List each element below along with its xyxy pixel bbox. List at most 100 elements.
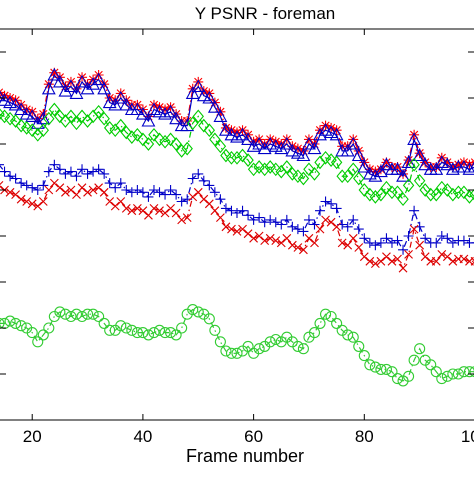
data-point-marker <box>348 233 358 243</box>
data-point-marker <box>126 324 138 336</box>
data-point-marker <box>170 329 182 341</box>
data-point-marker <box>470 242 474 244</box>
data-point-marker <box>176 322 188 334</box>
data-point-marker <box>463 366 474 378</box>
data-point-marker <box>32 185 43 195</box>
data-point-marker <box>353 145 364 156</box>
data-point-marker <box>158 106 172 120</box>
data-point-marker <box>412 148 427 162</box>
data-point-marker <box>397 192 409 207</box>
data-point-marker <box>126 130 138 144</box>
data-point-marker <box>380 180 393 195</box>
data-point-marker <box>276 139 287 149</box>
data-point-marker <box>364 237 375 248</box>
data-point-marker <box>408 157 420 172</box>
data-point-marker <box>70 116 83 131</box>
data-point-marker <box>248 136 259 147</box>
data-point-marker <box>458 366 470 378</box>
data-point-marker <box>326 198 337 209</box>
data-point-marker <box>148 327 160 339</box>
data-point-marker <box>331 125 342 136</box>
data-point-marker <box>120 322 132 334</box>
data-point-marker <box>220 345 232 357</box>
data-point-marker <box>353 171 365 186</box>
data-point-marker <box>357 159 372 173</box>
data-point-marker <box>368 169 383 182</box>
data-point-marker <box>196 88 211 102</box>
data-point-marker <box>308 167 321 181</box>
data-point-marker <box>326 122 337 133</box>
data-point-marker <box>192 306 204 318</box>
data-point-marker <box>93 70 104 80</box>
data-point-marker <box>99 168 110 179</box>
series-1 <box>0 67 474 182</box>
data-point-marker <box>382 252 391 262</box>
data-point-marker <box>391 373 404 385</box>
data-point-marker <box>264 336 276 348</box>
data-point-marker <box>358 183 371 197</box>
data-point-marker <box>82 308 94 320</box>
data-point-marker <box>47 67 62 81</box>
data-point-marker <box>393 254 402 264</box>
data-point-marker <box>354 243 364 252</box>
data-point-marker <box>320 308 332 320</box>
data-point-marker <box>292 143 303 154</box>
data-point-marker <box>209 132 221 147</box>
data-point-marker <box>83 187 92 197</box>
data-point-marker <box>409 129 420 140</box>
data-point-marker <box>102 95 117 109</box>
data-point-marker <box>126 99 137 110</box>
data-point-marker <box>370 259 380 268</box>
data-point-marker <box>227 224 236 234</box>
data-point-marker <box>104 178 115 189</box>
data-point-marker <box>420 233 431 244</box>
data-point-marker <box>77 164 88 175</box>
data-point-marker <box>153 324 166 336</box>
data-point-marker <box>418 157 433 171</box>
data-point-marker <box>49 159 60 170</box>
data-point-marker <box>287 221 298 232</box>
data-point-marker <box>402 178 415 193</box>
data-point-marker <box>202 90 217 104</box>
data-point-marker <box>116 197 126 206</box>
data-point-marker <box>169 111 184 125</box>
data-point-marker <box>463 190 474 204</box>
data-point-marker <box>119 97 134 111</box>
data-point-marker <box>27 199 37 209</box>
data-point-marker <box>343 240 353 250</box>
data-point-marker <box>309 219 320 230</box>
data-point-marker <box>21 180 32 191</box>
data-point-marker <box>387 256 397 266</box>
data-point-marker <box>320 120 331 131</box>
data-point-marker <box>287 240 297 250</box>
data-point-marker <box>348 214 359 225</box>
data-point-marker <box>87 109 99 124</box>
data-point-marker <box>154 187 165 198</box>
data-point-marker <box>308 327 321 339</box>
data-point-marker <box>209 187 220 198</box>
data-point-marker <box>0 181 4 190</box>
series-5 <box>0 304 474 387</box>
data-point-marker <box>175 144 188 158</box>
data-point-marker <box>392 235 403 246</box>
data-point-marker <box>113 90 128 104</box>
data-point-marker <box>27 182 38 193</box>
data-point-marker <box>297 343 309 355</box>
data-point-marker <box>252 136 267 150</box>
series-layer <box>0 67 474 387</box>
data-point-marker <box>93 310 105 323</box>
data-point-marker <box>26 123 38 138</box>
data-point-marker <box>126 187 137 198</box>
data-point-marker <box>226 125 237 136</box>
data-point-marker <box>293 243 303 252</box>
data-point-marker <box>287 141 298 152</box>
data-point-marker <box>430 366 442 378</box>
data-point-marker <box>259 139 270 149</box>
data-point-marker <box>55 183 65 193</box>
data-point-marker <box>65 76 76 87</box>
series-line <box>0 182 474 270</box>
plot-frame <box>0 28 474 421</box>
data-point-marker <box>442 157 453 168</box>
